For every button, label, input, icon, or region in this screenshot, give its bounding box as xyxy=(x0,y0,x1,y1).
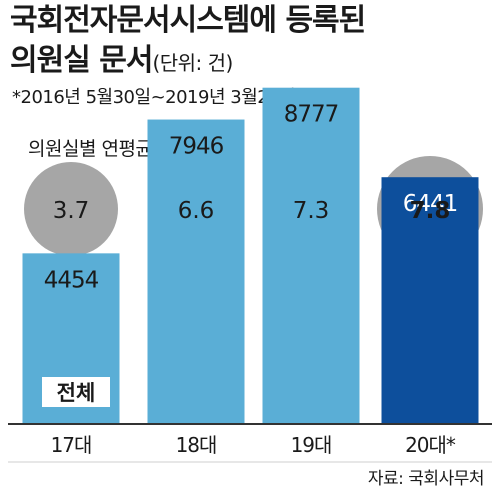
total-label-box xyxy=(42,377,110,407)
average-value-label: 7.8 xyxy=(410,198,451,224)
category-tick-label: 18대 xyxy=(176,433,217,457)
annual-average-title: 의원실별 연평균 xyxy=(28,138,153,160)
chart-subtitle: *2016년 5월30일~2019년 3월20일 xyxy=(12,87,296,108)
category-tick-label: 17대 xyxy=(51,433,92,457)
bar xyxy=(381,177,479,424)
average-value-label: 3.7 xyxy=(53,198,90,224)
bar xyxy=(147,119,245,425)
bar-value-label: 7946 xyxy=(169,134,224,160)
bar-value-label: 6441 xyxy=(403,191,458,217)
chart-title-line1: 국회전자문서시스템에 등록된 xyxy=(10,3,366,38)
source-note: 자료: 국회사무처 xyxy=(367,469,485,489)
average-value-label: 7.3 xyxy=(293,198,330,224)
unit-label: (단위: 건) xyxy=(152,51,233,75)
average-value-label: 6.6 xyxy=(178,198,215,224)
average-circle xyxy=(24,162,118,256)
chart-title-line2: 의원실 문서(단위: 건) xyxy=(10,42,233,82)
chart-title-line2-text: 의원실 문서 xyxy=(10,43,153,78)
bar-value-label: 8777 xyxy=(284,102,339,128)
total-label: 전체 xyxy=(57,381,96,405)
category-tick-label: 19대 xyxy=(291,433,332,457)
bar-value-label: 4454 xyxy=(44,267,99,293)
bar xyxy=(262,87,360,424)
category-tick-label: 20대* xyxy=(405,433,456,457)
